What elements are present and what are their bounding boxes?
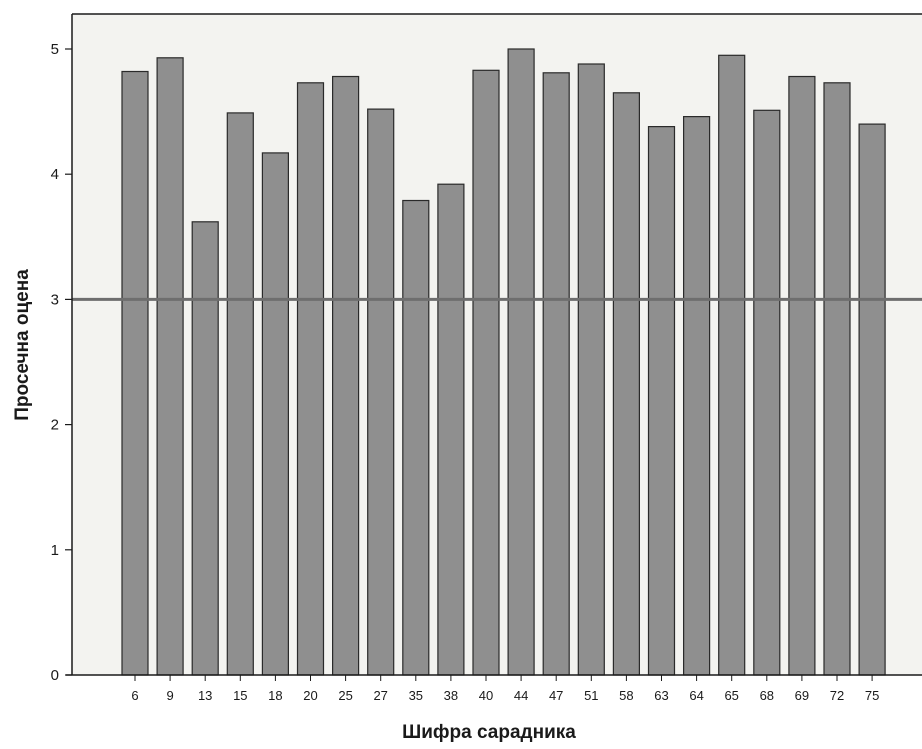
x-tick-label-75: 75 [865, 688, 879, 703]
y-tick-label-1: 1 [51, 542, 59, 559]
bar-69 [788, 75, 816, 676]
x-tick-label-51: 51 [584, 688, 598, 703]
bar-68 [753, 109, 781, 676]
bar-63 [647, 125, 676, 676]
x-tick-label-68: 68 [760, 688, 774, 703]
bar-13 [191, 221, 219, 676]
y-tick-label-3: 3 [51, 291, 59, 308]
bar-75 [858, 123, 886, 676]
bar-9 [156, 57, 184, 676]
bar-51 [577, 63, 605, 676]
bar-72 [823, 82, 851, 676]
x-axis-title: Шифра сарадника [402, 722, 576, 743]
y-tick-label-4: 4 [51, 166, 59, 183]
y-tick-label-2: 2 [51, 417, 59, 434]
bar-58 [612, 92, 641, 676]
x-ticks-layer: 6 9 13 15 18 20 25 27 35 38 40 44 47 51 58 63 64 65 68 69 72… [131, 675, 879, 703]
bar-44 [507, 48, 535, 676]
bar-38 [437, 183, 465, 676]
x-tick-label-72: 72 [830, 688, 844, 703]
bar-20 [296, 82, 325, 676]
x-tick-label-13: 13 [198, 688, 212, 703]
bar-65 [718, 54, 746, 676]
y-axis-title: Просечна оцена [12, 269, 33, 421]
x-tick-label-63: 63 [654, 688, 668, 703]
x-tick-label-9: 9 [166, 688, 173, 703]
x-tick-label-38: 38 [444, 688, 458, 703]
bar-27 [367, 108, 395, 676]
x-tick-label-47: 47 [549, 688, 563, 703]
bar-35 [402, 199, 430, 676]
x-tick-label-58: 58 [619, 688, 633, 703]
bar-47 [542, 72, 570, 676]
bar-6 [121, 70, 149, 676]
x-tick-label-20: 20 [303, 688, 317, 703]
y-ticks-layer: 0 1 2 3 4 5 [51, 41, 72, 684]
x-tick-label-44: 44 [514, 688, 528, 703]
bar-18 [261, 152, 289, 676]
y-tick-label-0: 0 [51, 667, 59, 684]
x-tick-label-6: 6 [131, 688, 138, 703]
x-tick-label-27: 27 [373, 688, 387, 703]
y-tick-label-5: 5 [51, 41, 59, 58]
x-tick-label-18: 18 [268, 688, 282, 703]
x-tick-label-64: 64 [689, 688, 703, 703]
x-tick-label-35: 35 [409, 688, 423, 703]
x-tick-label-25: 25 [338, 688, 352, 703]
bar-25 [332, 75, 360, 676]
bar-64 [682, 115, 711, 676]
x-tick-label-15: 15 [233, 688, 247, 703]
x-tick-label-40: 40 [479, 688, 493, 703]
x-tick-label-69: 69 [795, 688, 809, 703]
x-tick-label-65: 65 [724, 688, 738, 703]
bar-40 [472, 69, 500, 676]
bar-15 [226, 112, 254, 676]
